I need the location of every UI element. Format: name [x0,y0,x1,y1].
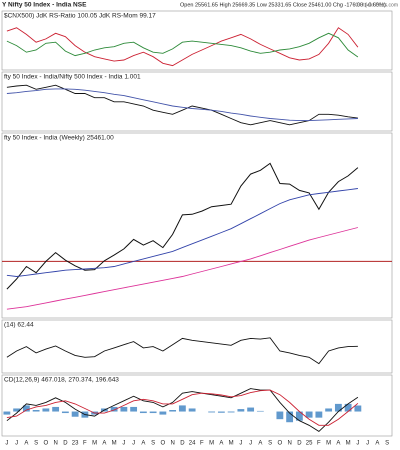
histogram-bar [61,411,69,414]
panel-title: CD(12,26,9) 467.018, 270.374, 196.643 [4,377,119,384]
x-tick-label: N [53,441,57,447]
histogram-bar [188,408,196,412]
x-tick-label: A [336,441,340,447]
x-tick-label: 25 [306,441,313,447]
x-tick-label: O [161,441,166,447]
x-tick-label: J [15,441,18,447]
series-line [6,389,359,426]
x-tick-label: M [92,441,97,447]
x-tick-label: N [170,441,174,447]
panel-title: fty 50 Index - India (Weekly) 25461.00 [4,135,114,142]
x-tick-label: S [151,441,155,447]
x-tick-label: F [200,441,204,447]
x-tick-label: J [249,441,252,447]
histogram-bar [334,403,342,412]
source: © StockCharts.com [355,1,398,8]
histogram-bar [208,411,216,413]
histogram-bar [256,410,264,412]
panel-title: (14) 62.44 [4,322,34,329]
x-tick-label: J [132,441,135,447]
x-tick-label: A [219,441,223,447]
histogram-bar [110,406,118,412]
x-tick-label: 23 [72,441,79,447]
x-tick-label: M [112,441,117,447]
histogram-bar [3,411,11,415]
x-tick-label: J [356,441,359,447]
x-tick-label: M [326,441,331,447]
histogram-bar [22,405,30,412]
panel-frame [1,319,393,374]
symbol: Y Nifty 50 Index - India NSE [2,2,87,9]
panel-frame [1,71,393,132]
series-line [6,84,358,126]
x-tick-label: A [24,441,28,447]
panel-frame [1,10,393,71]
histogram-bar [305,411,313,418]
histogram-bar [139,411,147,414]
histogram-bar [149,411,157,414]
panel-title: fty 50 Index - India/Nifty 500 Index - I… [4,74,141,81]
panel-frame [1,374,393,437]
histogram-bar [32,410,40,412]
x-tick-label: F [83,441,87,447]
panel-title: $CNX500) JdK RS-Ratio 100.05 JdK RS-Mom … [4,13,156,20]
histogram-bar [71,411,79,417]
histogram-bar [237,409,245,412]
x-tick-label: F [317,441,321,447]
histogram-bar [169,410,177,412]
series-line [6,388,359,432]
histogram-bar [159,411,167,415]
x-tick-label: M [229,441,234,447]
x-tick-label: J [366,441,369,447]
histogram-bar [276,411,284,420]
x-tick-label: O [278,441,283,447]
series-line [6,162,359,290]
x-tick-label: A [102,441,106,447]
histogram-bar [130,406,138,412]
histogram-bar [13,408,21,412]
x-tick-label: N [287,441,291,447]
histogram-bar [315,411,323,418]
series-line [6,337,358,365]
x-tick-label: S [34,441,38,447]
histogram-bar [227,411,235,413]
histogram-bar [52,406,60,412]
quote: Open 25561.65 High 25669.35 Low 25331.65… [180,2,386,8]
x-tick-label: D [63,441,68,447]
series-line [6,227,359,310]
x-tick-label: O [44,441,49,447]
series-line [6,27,359,67]
x-tick-label: M [346,441,351,447]
histogram-bar [325,408,333,412]
histogram-bar [42,408,50,412]
x-tick-label: D [297,441,302,447]
x-tick-label: S [268,441,272,447]
x-tick-label: J [122,441,125,447]
histogram-bar [120,406,128,412]
x-tick-label: S [385,441,389,447]
x-tick-label: A [141,441,145,447]
x-tick-label: A [258,441,262,447]
x-tick-label: J [239,441,242,447]
series-line [6,88,358,122]
histogram-bar [178,405,186,412]
series-line [6,32,359,58]
histogram-bar [286,411,294,423]
panel-frame [1,132,393,319]
histogram-bar [344,403,352,412]
x-tick-label: D [180,441,185,447]
histogram-bar [295,411,303,421]
histogram-bar [217,411,225,413]
x-tick-label: 24 [189,441,196,447]
histogram-bar [247,407,255,412]
x-tick-label: M [209,441,214,447]
histogram-bar [354,405,362,412]
series-line [6,188,358,277]
x-tick-label: J [5,441,8,447]
x-tick-label: A [375,441,379,447]
